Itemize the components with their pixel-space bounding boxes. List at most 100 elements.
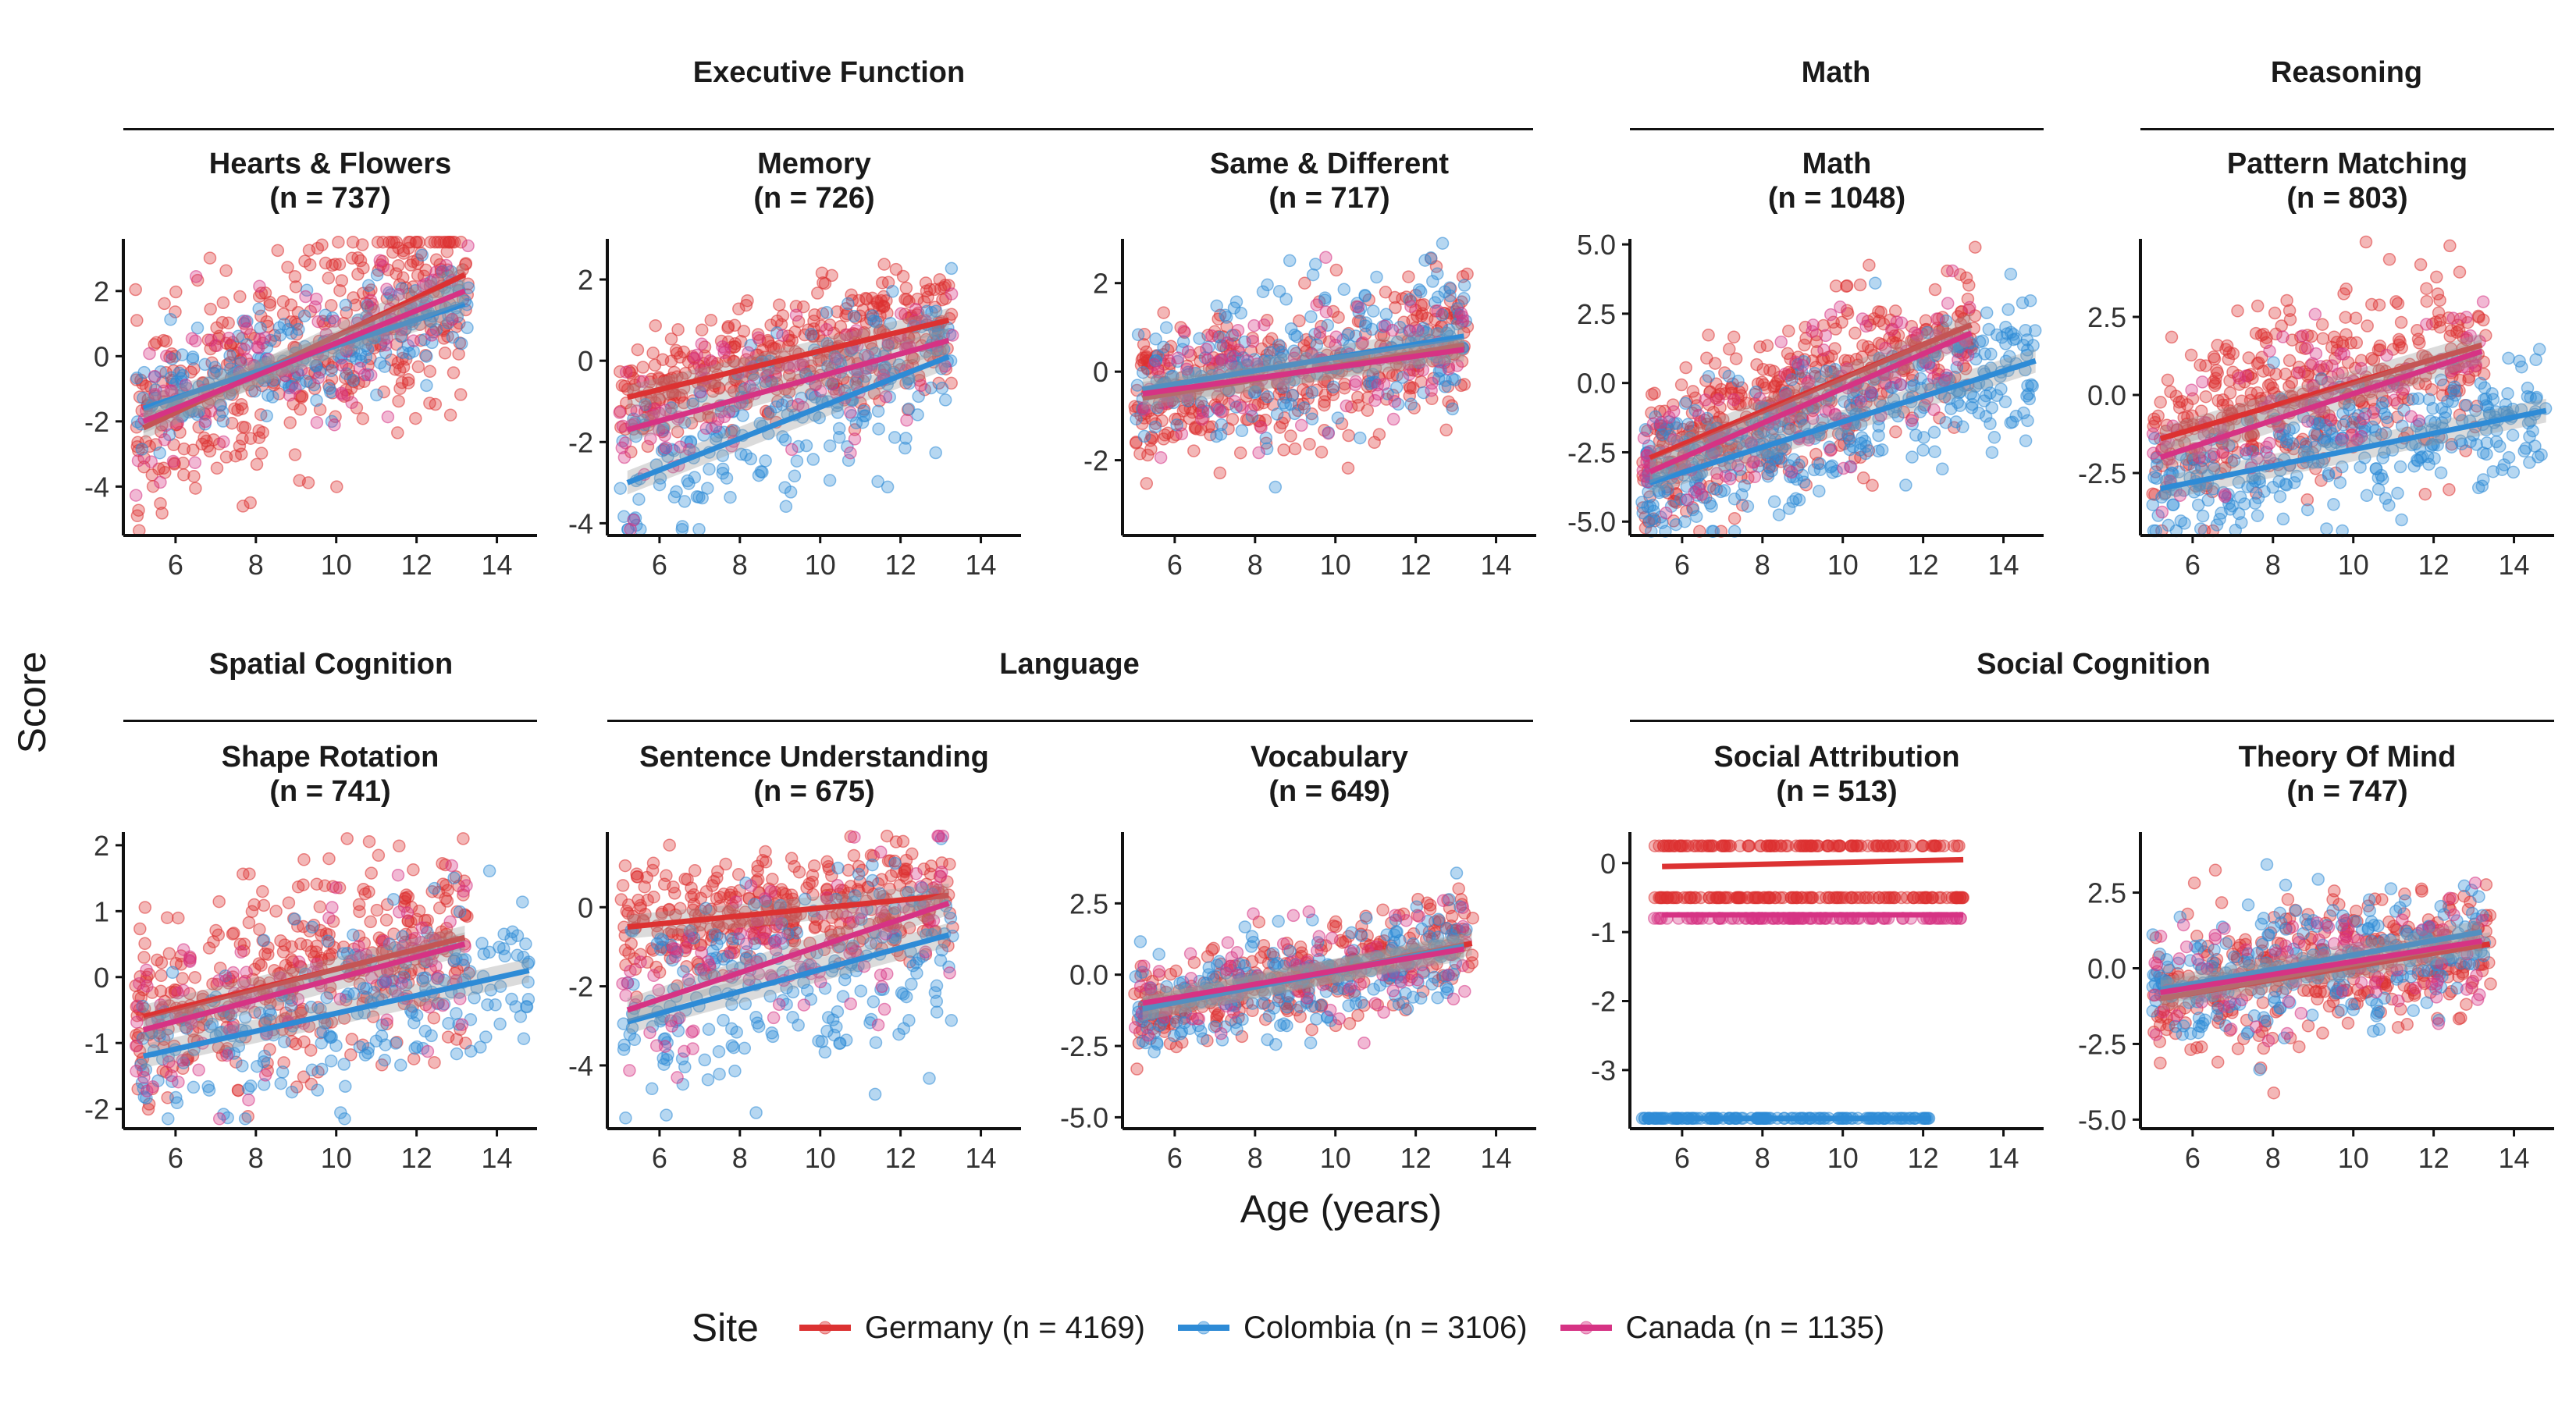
data-point-canada <box>183 954 197 967</box>
data-point-germany <box>1318 395 1331 408</box>
data-point-colombia <box>236 1059 249 1072</box>
data-point-germany <box>1157 306 1170 319</box>
data-point-canada <box>1748 470 1762 484</box>
data-point-canada <box>439 258 453 272</box>
data-point-germany <box>304 945 318 959</box>
data-point-germany <box>335 274 349 287</box>
data-point-colombia <box>1980 306 1994 319</box>
data-point-germany <box>2418 487 2432 501</box>
data-point-colombia <box>474 1040 487 1054</box>
data-point-germany <box>150 336 163 350</box>
data-point-canada <box>212 1112 226 1126</box>
data-point-germany <box>636 361 649 374</box>
panel-sample-size: (n = 737) <box>269 182 391 215</box>
data-point-germany <box>297 853 311 866</box>
data-point-canada <box>1699 393 1712 407</box>
group-label-language: Language <box>999 648 1140 681</box>
data-point-germany <box>1828 342 1841 355</box>
data-point-canada <box>328 418 341 432</box>
data-point-germany <box>263 298 277 312</box>
data-point-canada <box>717 346 731 360</box>
data-point-germany <box>1213 466 1227 480</box>
data-point-canada <box>1221 336 1234 350</box>
data-point-colombia <box>292 322 305 336</box>
data-point-germany <box>177 442 191 456</box>
data-point-germany <box>284 298 298 311</box>
data-point-germany <box>1702 329 1715 342</box>
data-point-canada <box>251 340 264 354</box>
data-point-colombia <box>754 464 767 478</box>
data-point-colombia <box>1210 299 1223 313</box>
data-point-canada <box>1252 446 1265 460</box>
data-point-germany <box>301 476 315 489</box>
data-point-canada <box>1817 343 1831 357</box>
data-point-canada <box>1201 353 1215 366</box>
data-point-canada <box>1319 251 1332 265</box>
data-point-colombia <box>788 469 802 483</box>
data-point-colombia <box>2369 462 2383 475</box>
data-point-canada <box>1177 325 1190 338</box>
data-point-canada <box>1348 378 1362 392</box>
data-point-colombia <box>924 381 938 395</box>
data-point-canada <box>166 454 180 468</box>
data-point-colombia <box>1148 420 1162 434</box>
data-point-canada <box>1456 310 1469 323</box>
data-point-germany <box>633 375 647 388</box>
data-point-canada <box>253 279 266 293</box>
data-point-colombia <box>629 429 642 443</box>
data-point-germany <box>258 947 272 961</box>
data-point-germany <box>1435 319 1449 333</box>
data-point-germany <box>1863 258 1876 272</box>
panel-title-text: Shape Rotation <box>221 741 439 774</box>
data-point-canada <box>2306 357 2319 371</box>
data-point-germany <box>1315 445 1329 459</box>
data-point-germany <box>1848 326 1862 340</box>
data-point-germany <box>649 318 662 333</box>
data-point-canada <box>644 432 657 446</box>
data-point-colombia <box>1268 480 1283 494</box>
data-point-colombia <box>2004 267 2018 281</box>
data-point-canada <box>1195 412 1208 426</box>
data-point-germany <box>347 291 360 304</box>
data-point-canada <box>210 339 224 353</box>
panel-title-math: Math (n = 1048) <box>1768 147 1905 215</box>
data-point-germany <box>2211 366 2225 380</box>
data-point-canada <box>1784 465 1799 479</box>
data-point-canada <box>2146 427 2160 441</box>
data-point-canada <box>2334 347 2348 361</box>
plot-math: 5.02.50.0-2.5-5.06 8 10 12 14 <box>1567 229 2044 581</box>
panel-title-text: Memory <box>757 148 871 180</box>
data-point-canada <box>830 352 843 366</box>
data-point-canada <box>239 315 252 329</box>
data-point-germany <box>362 885 375 898</box>
data-point-germany <box>618 379 632 393</box>
panel-title-text: Sentence Understanding <box>639 741 989 774</box>
data-point-germany <box>382 235 396 249</box>
data-point-germany <box>401 373 415 386</box>
data-point-colombia <box>912 389 925 404</box>
data-point-germany <box>454 235 468 249</box>
data-point-canada <box>1844 461 1858 474</box>
data-point-colombia <box>728 424 741 438</box>
data-point-germany <box>1293 314 1306 328</box>
data-point-colombia <box>2506 429 2520 442</box>
data-point-colombia <box>2515 360 2528 374</box>
data-point-colombia <box>1151 401 1164 414</box>
data-point-colombia <box>716 449 730 463</box>
data-point-canada <box>380 1013 393 1026</box>
y-tick-label: 2.5 <box>2087 301 2126 333</box>
data-point-colombia <box>324 1055 338 1068</box>
data-point-germany <box>2453 265 2467 279</box>
data-point-colombia <box>1446 402 1460 416</box>
data-point-colombia <box>653 478 667 492</box>
data-point-canada <box>694 386 707 399</box>
data-point-colombia <box>1337 283 1351 297</box>
data-point-germany <box>2199 389 2213 404</box>
data-point-germany <box>808 308 821 322</box>
data-point-colombia <box>1272 284 1286 298</box>
data-point-germany <box>1919 314 1933 328</box>
data-point-germany <box>219 264 233 277</box>
data-point-colombia <box>1772 508 1786 521</box>
data-point-canada <box>172 1075 185 1089</box>
data-point-colombia <box>1331 411 1345 425</box>
